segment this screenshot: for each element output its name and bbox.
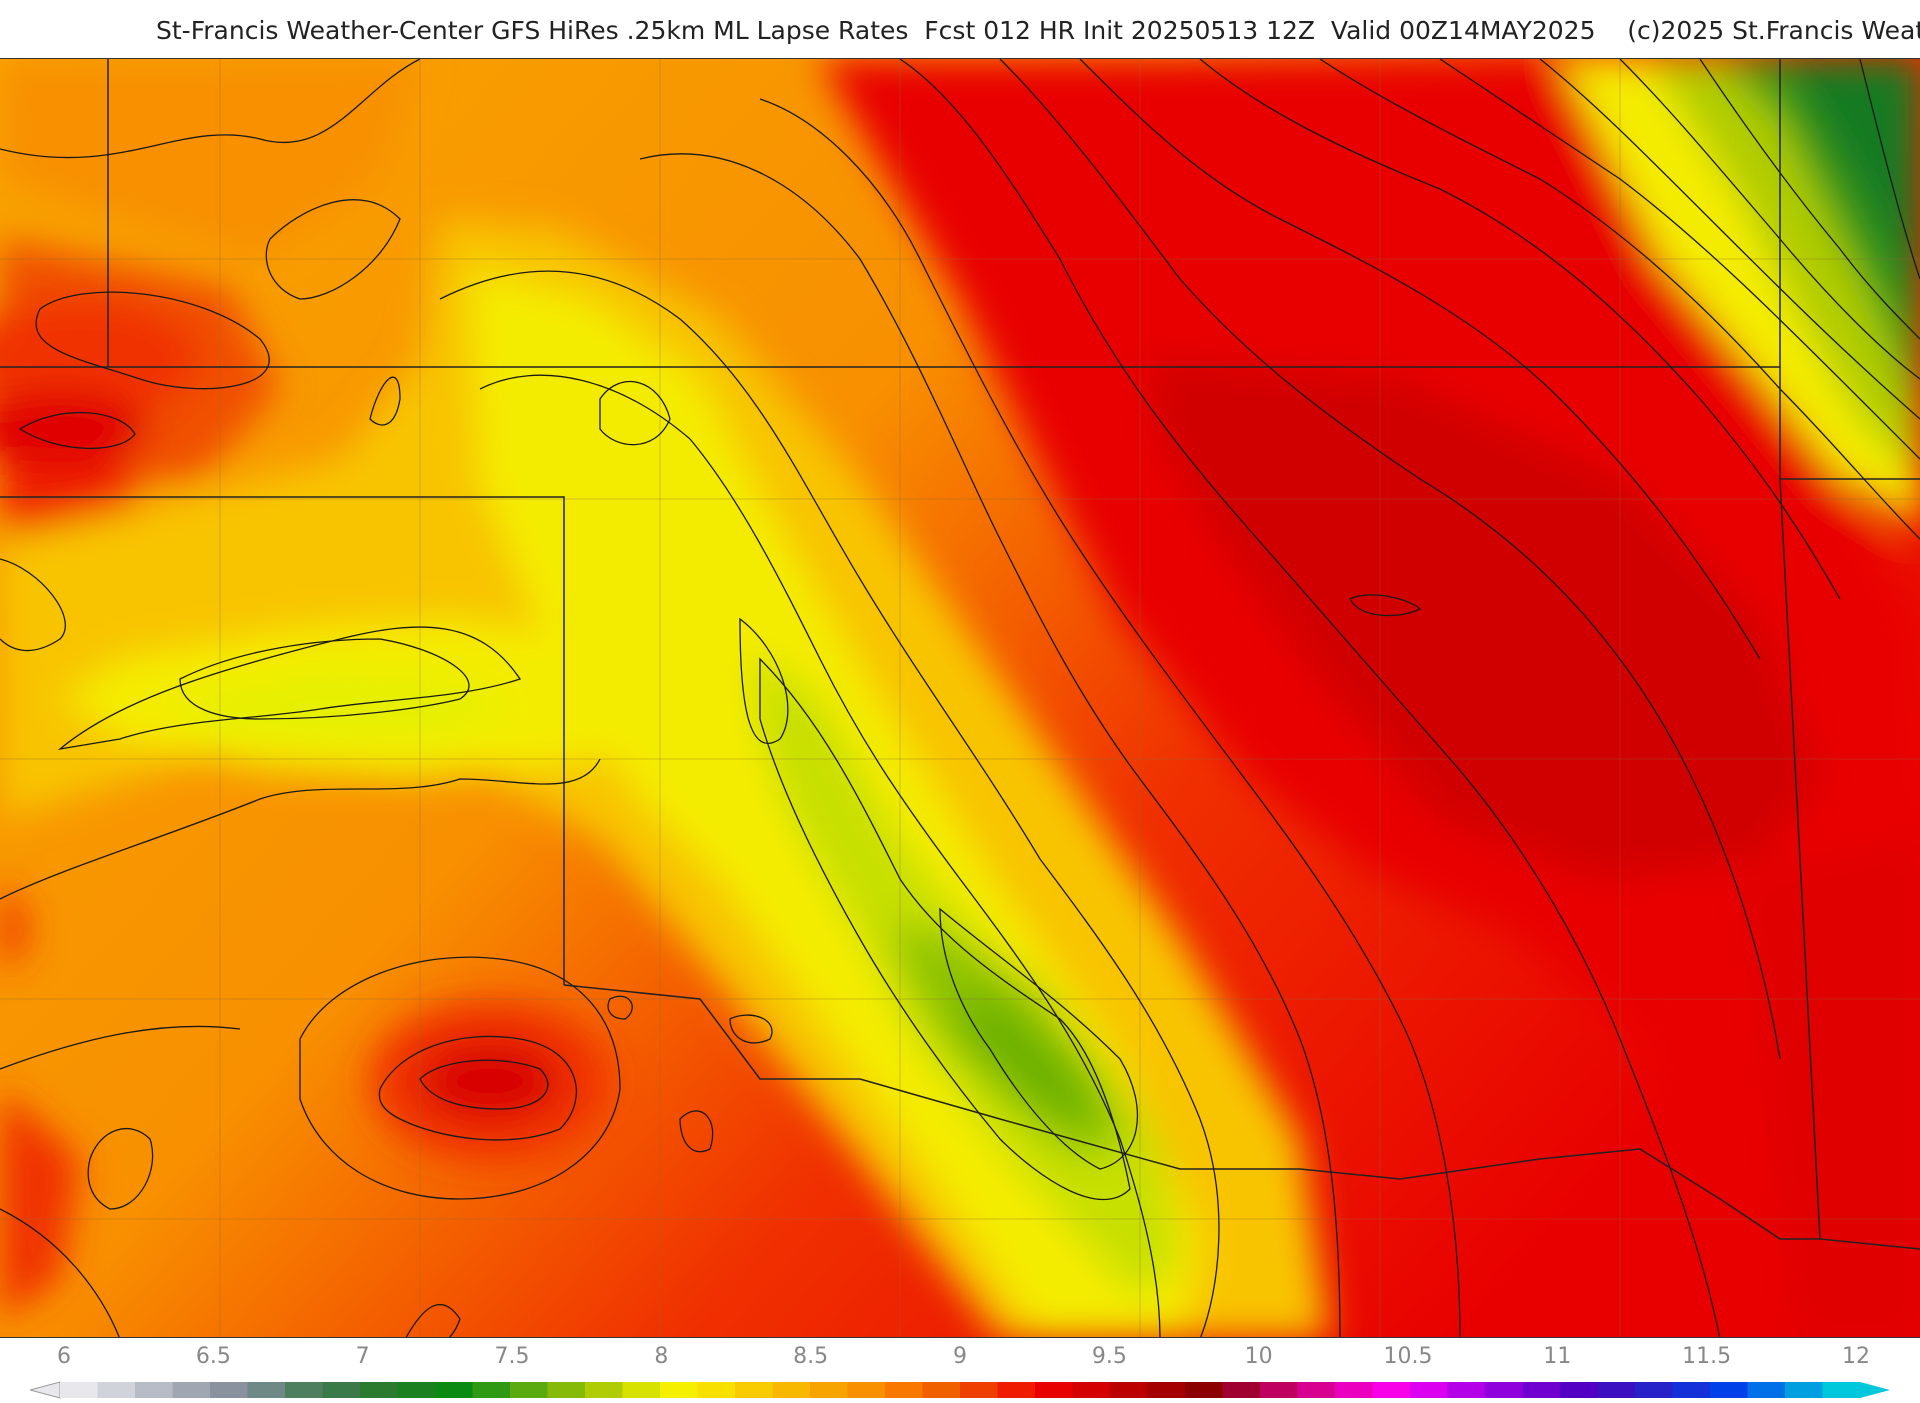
colorbar-swatch — [247, 1382, 286, 1398]
colorbar-swatch — [210, 1382, 248, 1398]
colorbar-swatch — [1672, 1382, 1711, 1398]
colorbar-swatch — [172, 1382, 211, 1398]
colorbar-swatch — [1072, 1382, 1111, 1398]
colorbar-swatch — [847, 1382, 886, 1398]
county-lines — [0, 59, 1920, 1337]
colorbar-tick-label: 6.5 — [195, 1344, 231, 1369]
colorbar-swatch — [1372, 1382, 1411, 1398]
colorbar-swatch — [322, 1382, 361, 1398]
colorbar-swatch — [510, 1382, 548, 1398]
colorbar-swatch — [1710, 1382, 1748, 1398]
colorbar-swatch — [1522, 1382, 1561, 1398]
colorbar-tick-label: 7 — [355, 1344, 370, 1369]
colorbar-swatch — [135, 1382, 173, 1398]
colorbar-tick-label: 8.5 — [793, 1344, 829, 1369]
colorbar-swatch — [960, 1382, 998, 1398]
colorbar-swatch — [997, 1382, 1036, 1398]
colorbar-swatch — [885, 1382, 923, 1398]
map-title: St-Francis Weather-Center GFS HiRes .25k… — [156, 16, 1920, 45]
colorbar — [28, 1381, 1890, 1399]
colorbar-swatch — [1447, 1382, 1486, 1398]
colorbar-swatch — [97, 1382, 136, 1398]
colorbar-swatch — [1635, 1382, 1673, 1398]
colorbar-swatch — [697, 1382, 736, 1398]
lapse-rate-field — [0, 59, 1920, 1337]
contour-lines — [0, 59, 1920, 1337]
title-bar: St-Francis Weather-Center GFS HiRes .25k… — [0, 0, 1920, 58]
colorbar-swatch — [735, 1382, 773, 1398]
colorbar-swatch — [1785, 1382, 1823, 1398]
colorbar-swatch — [585, 1382, 623, 1398]
lapse-rate-map — [0, 58, 1920, 1338]
colorbar-swatch — [1485, 1382, 1523, 1398]
colorbar-swatch — [1222, 1382, 1261, 1398]
colorbar-swatch — [1335, 1382, 1373, 1398]
colorbar-swatch — [1110, 1382, 1148, 1398]
colorbar-swatch — [1147, 1382, 1186, 1398]
colorbar-swatch — [772, 1382, 811, 1398]
colorbar-tick-label: 8 — [654, 1344, 669, 1369]
colorbar-swatches — [28, 1381, 1890, 1399]
colorbar-swatch — [285, 1382, 323, 1398]
colorbar-swatch — [472, 1382, 511, 1398]
colorbar-swatch — [1185, 1382, 1223, 1398]
colorbar-swatch — [60, 1382, 98, 1398]
colorbar-swatch — [622, 1382, 661, 1398]
field-fill — [0, 59, 1920, 1337]
colorbar-swatch — [1260, 1382, 1298, 1398]
colorbar-swatch — [360, 1382, 398, 1398]
colorbar-arrow-high — [1860, 1382, 1890, 1398]
colorbar-swatch — [810, 1382, 848, 1398]
colorbar-swatch — [922, 1382, 961, 1398]
colorbar-swatch — [397, 1382, 436, 1398]
colorbar-tick-label: 9.5 — [1091, 1344, 1127, 1369]
colorbar-swatch — [1035, 1382, 1073, 1398]
colorbar-swatch — [547, 1382, 586, 1398]
colorbar-tick-label: 9 — [953, 1344, 967, 1369]
colorbar-swatch — [1597, 1382, 1636, 1398]
colorbar-arrow-low — [28, 1381, 61, 1399]
colorbar-tick-label: 6 — [57, 1344, 71, 1369]
colorbar-tick-label: 10 — [1244, 1344, 1273, 1369]
colorbar-swatch — [660, 1382, 698, 1398]
colorbar-swatch — [1297, 1382, 1336, 1398]
colorbar-tick-label: 12 — [1842, 1344, 1870, 1369]
colorbar-swatch — [1410, 1382, 1448, 1398]
colorbar-tick-label: 11.5 — [1682, 1344, 1732, 1369]
colorbar-tick-label: 7.5 — [494, 1344, 530, 1369]
colorbar-legend: 6 6.5 7 7.5 8 8.5 9 9.5 10 10.5 11 11.5 12 — [0, 1338, 1920, 1400]
colorbar-swatch — [1822, 1382, 1861, 1398]
colorbar-swatch — [1747, 1382, 1786, 1398]
colorbar-tick-label: 10.5 — [1383, 1344, 1433, 1369]
state-boundaries — [0, 59, 1920, 1250]
colorbar-swatch — [1560, 1382, 1598, 1398]
colorbar-swatch — [435, 1382, 473, 1398]
colorbar-tick-label: 11 — [1543, 1344, 1572, 1369]
